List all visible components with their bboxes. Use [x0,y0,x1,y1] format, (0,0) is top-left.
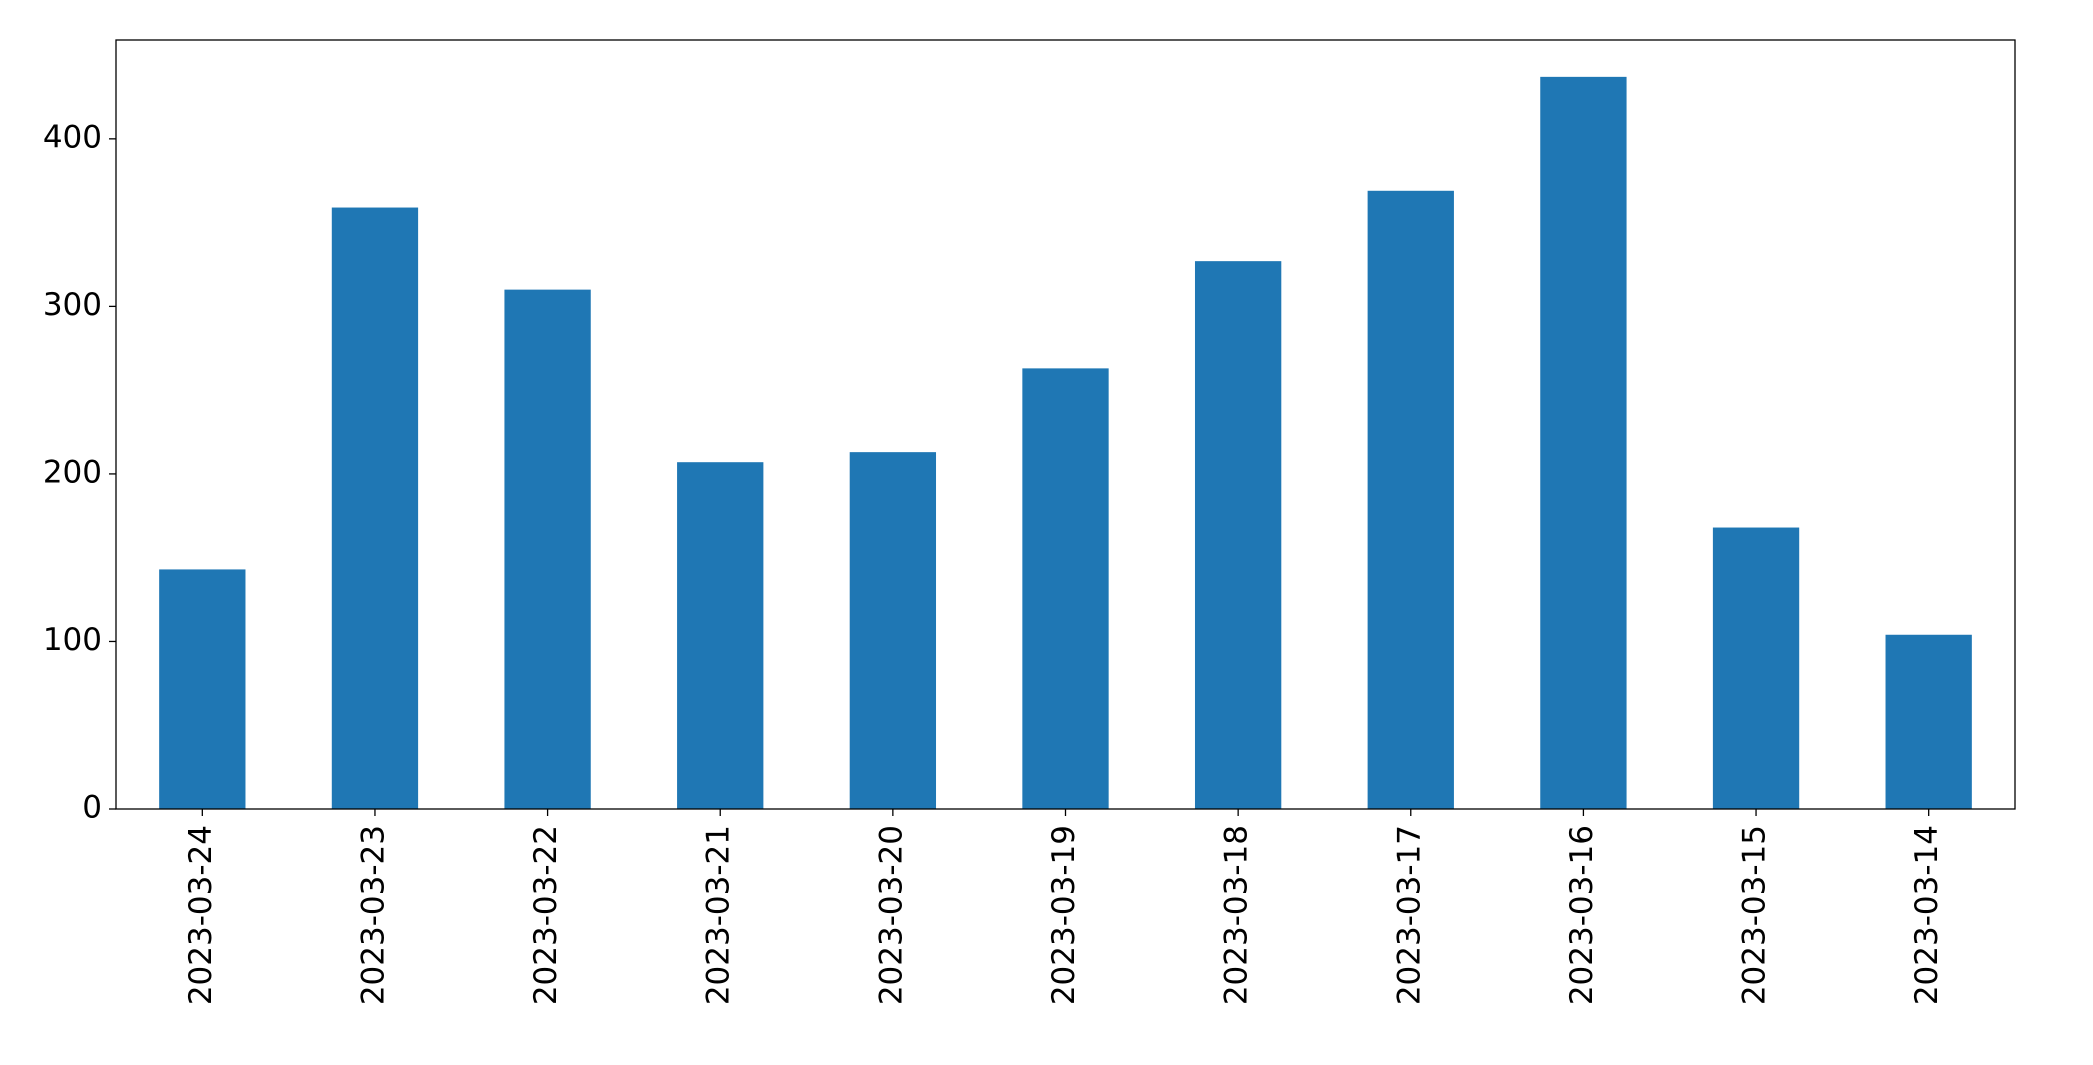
x-tick-label: 2023-03-23 [355,825,391,1005]
y-tick-label: 0 [82,790,102,826]
y-tick-label: 400 [43,119,102,155]
x-tick-label: 2023-03-14 [1909,825,1945,1005]
x-tick-label: 2023-03-21 [701,825,737,1005]
bar [331,207,419,809]
x-tick-label: 2023-03-22 [528,825,564,1005]
bar [1885,634,1972,809]
bar [677,462,764,809]
x-tick-label: 2023-03-16 [1564,825,1600,1005]
x-tick-label: 2023-03-24 [183,825,219,1005]
bar [1367,190,1454,810]
x-tick-label: 2023-03-19 [1046,825,1082,1005]
bar [1194,261,1282,809]
y-tick-label: 100 [43,622,102,658]
bar [1712,527,1800,809]
bar [504,289,591,809]
x-tick-label: 2023-03-15 [1737,825,1773,1005]
x-tick-label: 2023-03-20 [873,825,909,1005]
y-tick-label: 200 [43,454,102,490]
bar [1022,368,1109,809]
y-tick-label: 300 [43,287,102,323]
bar [159,569,246,809]
bar [849,452,937,809]
x-tick-label: 2023-03-18 [1219,825,1255,1005]
plot-frame [115,39,2016,810]
bar [1540,76,1627,809]
x-tick-label: 2023-03-17 [1391,825,1427,1005]
